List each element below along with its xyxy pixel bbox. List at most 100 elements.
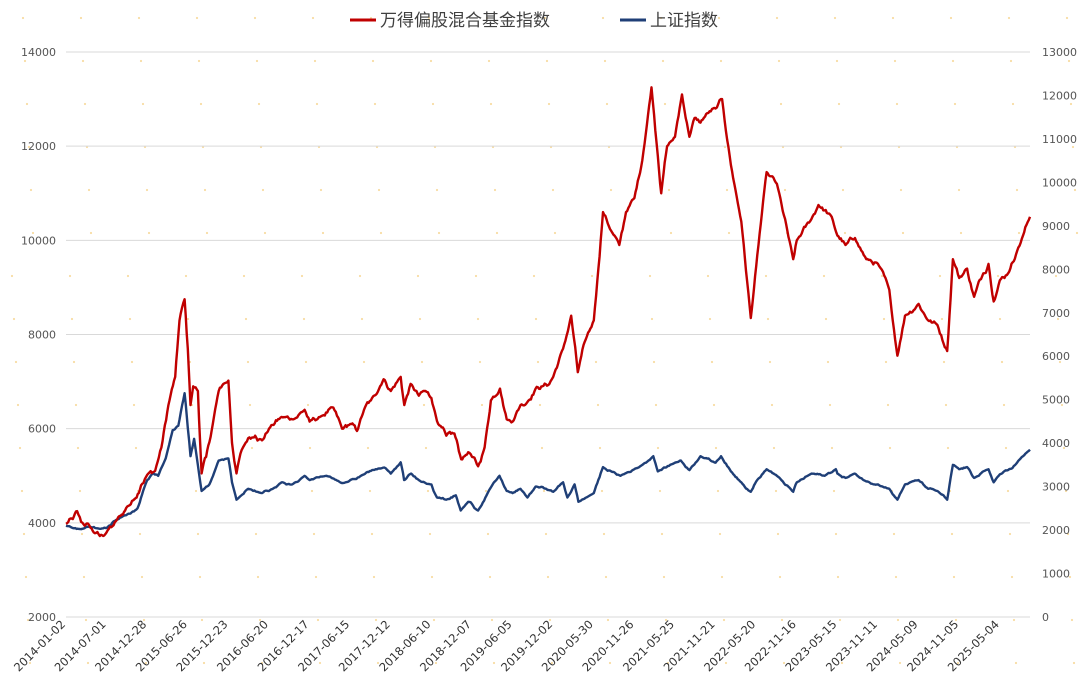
background-dot [257, 102, 261, 106]
background-dot [840, 661, 844, 665]
background-dot [1014, 661, 1018, 665]
background-dot [138, 532, 142, 536]
background-dot [718, 532, 722, 536]
background-dot [886, 403, 890, 407]
background-dot [489, 102, 493, 106]
background-dot [485, 16, 489, 20]
background-dot [142, 618, 146, 622]
background-dot [428, 532, 432, 536]
background-dot [894, 575, 898, 579]
background-dot [1015, 188, 1019, 192]
background-dot [316, 618, 320, 622]
background-dot [938, 274, 942, 278]
background-dot [949, 16, 953, 20]
background-dot [712, 403, 716, 407]
background-dot [600, 489, 604, 493]
background-dot [82, 575, 86, 579]
background-dot [838, 618, 842, 622]
background-dot [663, 102, 667, 106]
left-tick-label: 8000 [28, 329, 56, 342]
background-dot [725, 188, 729, 192]
background-dot [195, 16, 199, 20]
background-dot [306, 403, 310, 407]
background-dot [128, 317, 132, 321]
legend-label-fund: 万得偏股混合基金指数 [380, 11, 550, 31]
background-dot [377, 188, 381, 192]
background-dot [1012, 618, 1016, 622]
background-dot [772, 446, 776, 450]
background-dot [888, 446, 892, 450]
background-dot [434, 661, 438, 665]
background-dot [147, 231, 151, 235]
background-dot [132, 403, 136, 407]
background-dot [302, 317, 306, 321]
background-dot [304, 360, 308, 364]
background-dot [664, 618, 668, 622]
background-dot [659, 16, 663, 20]
left-tick-label: 4000 [28, 517, 56, 530]
background-dot [431, 102, 435, 106]
background-dot [724, 661, 728, 665]
background-dot [776, 532, 780, 536]
background-dot [80, 532, 84, 536]
background-dot [538, 403, 542, 407]
right-tick-label: 9000 [1042, 220, 1070, 233]
background-dot [650, 317, 654, 321]
background-dot [609, 188, 613, 192]
background-dot [770, 403, 774, 407]
background-dot [667, 188, 671, 192]
background-dot [426, 489, 430, 493]
background-dot [130, 360, 134, 364]
background-dot [311, 16, 315, 20]
background-dot [720, 575, 724, 579]
background-dot [957, 188, 961, 192]
background-dot [246, 360, 250, 364]
background-dot [534, 317, 538, 321]
background-dot [596, 403, 600, 407]
background-dot [492, 661, 496, 665]
background-dot [72, 360, 76, 364]
left-tick-label: 6000 [28, 423, 56, 436]
background-dot [1004, 446, 1008, 450]
background-dot [1071, 145, 1075, 149]
background-dot [604, 575, 608, 579]
background-dot [1002, 403, 1006, 407]
background-dot [22, 532, 26, 536]
background-dot [244, 317, 248, 321]
left-tick-label: 10000 [21, 234, 56, 247]
background-dot [79, 16, 83, 20]
background-dot [832, 489, 836, 493]
background-dot [310, 489, 314, 493]
background-dot [598, 446, 602, 450]
background-dot [605, 102, 609, 106]
background-dot [194, 489, 198, 493]
background-dot [29, 188, 33, 192]
background-dot [996, 274, 1000, 278]
background-dot [540, 446, 544, 450]
background-dot [892, 532, 896, 536]
background-dot [830, 446, 834, 450]
background-dot [14, 360, 18, 364]
right-tick-label: 11000 [1042, 133, 1077, 146]
right-tick-label: 12000 [1042, 89, 1077, 102]
legend-label-sh: 上证指数 [650, 11, 718, 31]
background-dot [717, 16, 721, 20]
background-dot [602, 532, 606, 536]
background-dot [1007, 16, 1011, 20]
background-dot [68, 274, 72, 278]
background-dot [542, 489, 546, 493]
background-dot [362, 360, 366, 364]
background-dot [835, 59, 839, 63]
background-dot [12, 317, 16, 321]
background-dot [716, 489, 720, 493]
background-dot [1060, 403, 1064, 407]
background-dot [1010, 575, 1014, 579]
background-dot [427, 16, 431, 20]
background-dot [661, 59, 665, 63]
background-dot [87, 188, 91, 192]
right-tick-label: 0 [1042, 611, 1049, 624]
background-dot [601, 16, 605, 20]
background-dot [950, 532, 954, 536]
background-dot [203, 188, 207, 192]
background-dot [956, 661, 960, 665]
